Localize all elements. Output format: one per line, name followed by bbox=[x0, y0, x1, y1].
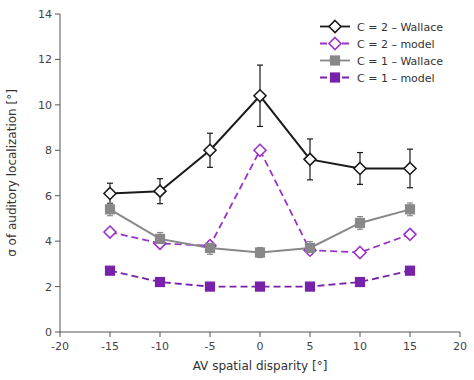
y-tick bbox=[55, 59, 60, 60]
error-bar-cap bbox=[357, 184, 363, 185]
error-bar-cap bbox=[357, 152, 363, 153]
data-point bbox=[206, 282, 215, 291]
x-axis-label: AV spatial disparity [°] bbox=[193, 359, 328, 373]
data-point bbox=[156, 234, 165, 243]
data-point bbox=[406, 266, 415, 275]
data-point bbox=[306, 243, 315, 252]
y-tick-label: 4 bbox=[45, 235, 52, 248]
x-tick bbox=[460, 332, 461, 337]
error-bar-cap bbox=[157, 178, 163, 179]
x-tick bbox=[360, 332, 361, 337]
error-bar-cap bbox=[157, 232, 163, 233]
x-tick bbox=[110, 332, 111, 337]
error-bar-cap bbox=[207, 133, 213, 134]
data-point bbox=[356, 278, 365, 287]
error-bar-cap bbox=[107, 215, 113, 216]
y-tick-label: 8 bbox=[45, 144, 52, 157]
y-tick-label: 6 bbox=[45, 190, 52, 203]
error-bar-cap bbox=[357, 229, 363, 230]
plot-area bbox=[104, 65, 416, 291]
error-bar-cap bbox=[407, 187, 413, 188]
x-tick-label: -20 bbox=[51, 340, 69, 353]
y-axis-label: σ of auditory localization [°] bbox=[5, 89, 19, 257]
data-point bbox=[254, 90, 266, 102]
error-bar-cap bbox=[257, 126, 263, 127]
error-bar-cap bbox=[407, 149, 413, 150]
error-bar-cap bbox=[257, 65, 263, 66]
y-axis-line bbox=[60, 14, 61, 332]
chart: -20 -15 -10 -5 0 5 10 15 20 0 2 4 6 8 10 12 14 AV spatial… bbox=[0, 0, 474, 380]
x-tick bbox=[310, 332, 311, 337]
error-bar-cap bbox=[407, 202, 413, 203]
data-point bbox=[404, 162, 416, 174]
legend-label: C = 1 – model bbox=[357, 72, 435, 85]
error-bar-cap bbox=[107, 183, 113, 184]
legend-marker bbox=[331, 73, 340, 82]
x-tick-label: 5 bbox=[307, 340, 314, 353]
data-point bbox=[254, 144, 266, 156]
data-point bbox=[104, 226, 116, 238]
data-point bbox=[104, 187, 116, 199]
data-point bbox=[206, 243, 215, 252]
x-tick-label: -10 bbox=[151, 340, 169, 353]
x-tick-label: 10 bbox=[353, 340, 367, 353]
error-bar-cap bbox=[407, 215, 413, 216]
y-tick bbox=[55, 14, 60, 15]
error-bar-cap bbox=[307, 179, 313, 180]
error-bar-cap bbox=[157, 203, 163, 204]
legend: C = 2 – Wallace C = 2 – model C = 1 – Wall… bbox=[320, 21, 443, 85]
y-tick bbox=[55, 195, 60, 196]
x-tick bbox=[410, 332, 411, 337]
y-tick bbox=[55, 286, 60, 287]
y-tick bbox=[55, 241, 60, 242]
legend-marker bbox=[329, 21, 341, 33]
y-tick bbox=[55, 104, 60, 105]
error-bar-cap bbox=[357, 216, 363, 217]
legend-label: C = 2 – model bbox=[357, 38, 435, 51]
data-point bbox=[256, 248, 265, 257]
x-tick-label: -15 bbox=[101, 340, 119, 353]
y-tick bbox=[55, 150, 60, 151]
x-tick bbox=[210, 332, 211, 337]
data-point bbox=[306, 282, 315, 291]
series-line bbox=[110, 150, 410, 252]
legend-label: C = 2 – Wallace bbox=[357, 21, 443, 34]
data-point bbox=[304, 153, 316, 165]
data-point bbox=[256, 282, 265, 291]
data-point bbox=[204, 144, 216, 156]
legend-marker bbox=[329, 38, 341, 50]
x-tick bbox=[60, 332, 61, 337]
y-tick-label: 14 bbox=[38, 8, 52, 21]
legend-label: C = 1 – Wallace bbox=[357, 55, 443, 68]
data-point bbox=[304, 244, 316, 256]
y-tick-label: 12 bbox=[38, 53, 52, 66]
data-point bbox=[106, 266, 115, 275]
data-point bbox=[354, 162, 366, 174]
error-bar-cap bbox=[307, 138, 313, 139]
legend-marker bbox=[331, 56, 340, 65]
data-point bbox=[406, 205, 415, 214]
x-tick-label: 15 bbox=[403, 340, 417, 353]
data-point bbox=[154, 185, 166, 197]
y-tick-label: 2 bbox=[45, 281, 52, 294]
error-bar-cap bbox=[207, 254, 213, 255]
x-tick bbox=[160, 332, 161, 337]
data-point bbox=[106, 205, 115, 214]
data-point bbox=[356, 218, 365, 227]
x-tick bbox=[260, 332, 261, 337]
data-point bbox=[156, 278, 165, 287]
data-point bbox=[354, 247, 366, 259]
y-tick-label: 10 bbox=[38, 99, 52, 112]
x-tick-label: 20 bbox=[453, 340, 467, 353]
error-bar-cap bbox=[107, 202, 113, 203]
x-tick-label: 0 bbox=[257, 340, 264, 353]
error-bar-cap bbox=[307, 241, 313, 242]
error-bar-cap bbox=[207, 167, 213, 168]
y-tick bbox=[55, 332, 60, 333]
data-point bbox=[204, 240, 216, 252]
data-point bbox=[404, 228, 416, 240]
y-tick-label: 0 bbox=[45, 326, 52, 339]
series-line bbox=[110, 209, 410, 252]
x-tick-label: -5 bbox=[205, 340, 216, 353]
